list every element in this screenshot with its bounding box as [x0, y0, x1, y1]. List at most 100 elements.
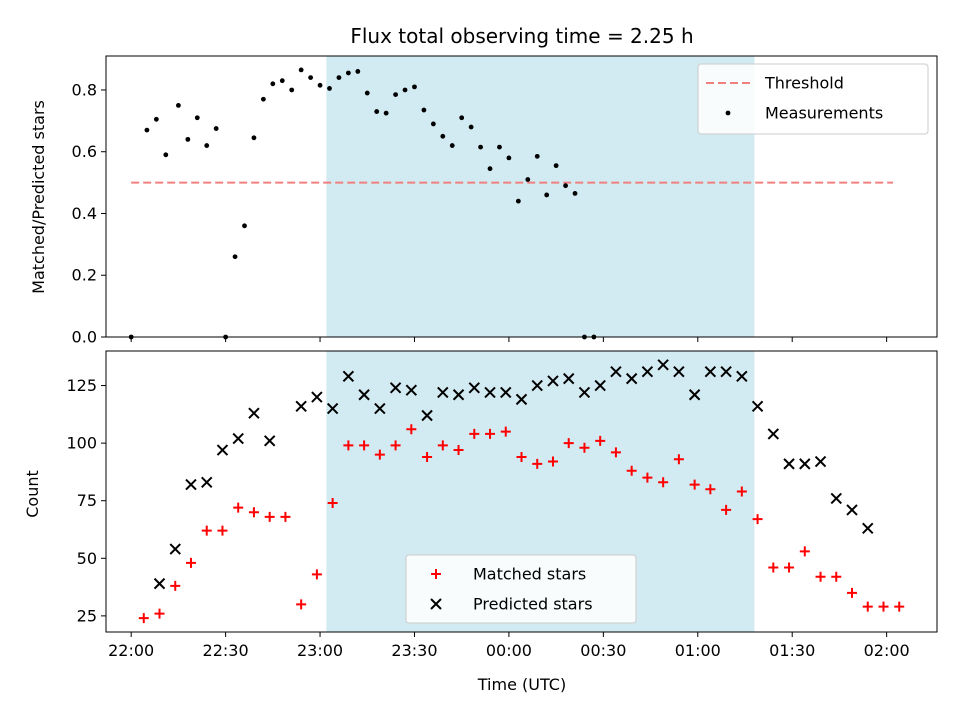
matched-star-point — [201, 525, 212, 536]
matched-star-point — [374, 449, 385, 460]
x-axis-label: Time (UTC) — [477, 675, 566, 694]
predicted-star-point — [311, 391, 323, 403]
matched-star-point — [233, 502, 244, 513]
measurement-point — [468, 124, 474, 130]
matched-star-point — [532, 458, 543, 469]
measurement-point — [317, 82, 323, 88]
predicted-star-point — [673, 366, 685, 378]
matched-star-point — [280, 511, 291, 522]
matched-star-point — [736, 486, 747, 497]
matched-star-point — [217, 525, 228, 536]
measurement-point — [270, 81, 276, 87]
top-y-axis-label: Matched/Predicted stars — [29, 100, 48, 294]
predicted-star-point — [263, 435, 276, 447]
measurement-point — [383, 110, 389, 116]
matched-star-point — [642, 472, 653, 483]
legend-label: Threshold — [764, 74, 844, 93]
matched-star-point — [138, 613, 149, 624]
matched-star-point — [170, 580, 181, 591]
predicted-star-point — [720, 366, 732, 378]
predicted-star-point — [295, 400, 307, 412]
matched-star-point — [296, 599, 307, 610]
matched-star-point — [264, 511, 275, 522]
legend-box — [697, 63, 929, 135]
measurement-point — [364, 90, 370, 96]
measurement-point — [515, 198, 521, 204]
y-tick-label: 0.2 — [72, 266, 97, 285]
measurement-point — [478, 144, 483, 150]
measurement-point — [194, 115, 200, 121]
measurement-point — [289, 87, 295, 93]
predicted-star-point — [578, 386, 591, 399]
measurement-point — [298, 67, 304, 73]
measurement-point — [487, 166, 493, 172]
measurement-point — [525, 177, 531, 182]
measurement-point — [308, 75, 314, 81]
x-tick-label: 02:00 — [864, 641, 910, 660]
measurement-point — [430, 121, 436, 127]
matched-star-point — [437, 440, 448, 451]
measurement-point — [572, 191, 578, 196]
predicted-star-point — [185, 478, 197, 491]
matched-star-point — [626, 465, 637, 476]
predicted-star-point — [358, 389, 370, 401]
legend-label: Predicted stars — [473, 595, 593, 614]
predicted-star-point — [342, 370, 355, 383]
measurement-point — [534, 153, 540, 159]
matched-star-point — [878, 601, 889, 612]
predicted-star-point — [610, 366, 622, 378]
predicted-star-point — [688, 389, 701, 401]
x-tick-label: 01:00 — [675, 641, 721, 660]
x-tick-label: 00:30 — [580, 641, 626, 660]
predicted-star-point — [830, 492, 842, 505]
matched-star-point — [390, 440, 401, 451]
legend: Matched stars Predicted stars — [405, 554, 637, 624]
matched-star-point — [610, 447, 621, 458]
measurement-point — [175, 103, 181, 108]
predicted-star-point — [625, 372, 638, 385]
measurement-point — [355, 69, 361, 74]
y-tick-label: 0.8 — [72, 80, 97, 99]
matched-star-point — [185, 557, 196, 568]
predicted-star-point — [216, 444, 229, 456]
matched-star-point — [752, 514, 763, 525]
legend-predicted-marker — [430, 598, 442, 610]
matched-star-point — [563, 438, 574, 449]
matched-star-point — [595, 435, 606, 446]
y-tick-label: 0.0 — [72, 328, 97, 347]
predicted-star-point — [500, 386, 512, 399]
matched-star-point — [721, 504, 732, 515]
predicted-star-point — [531, 379, 543, 392]
measurement-point — [553, 163, 559, 169]
measurement-point — [393, 92, 398, 97]
measurement-point — [345, 70, 351, 76]
matched-star-point — [894, 601, 905, 612]
predicted-star-point — [421, 409, 433, 422]
matched-star-point — [406, 424, 417, 435]
measurement-point — [185, 136, 191, 142]
x-tick-label: 23:30 — [391, 641, 437, 660]
predicted-star-point — [547, 375, 559, 387]
axes-frame — [105, 55, 938, 338]
legend-measurement-marker — [725, 110, 731, 116]
predicted-star-point — [515, 393, 528, 406]
matched-star-point — [658, 477, 669, 488]
y-tick-label: 0.4 — [72, 204, 97, 223]
matched-star-point — [815, 571, 826, 582]
predicted-star-point — [405, 384, 418, 396]
measurement-point — [374, 109, 380, 114]
predicted-star-point — [389, 382, 402, 394]
measurement-point — [421, 107, 427, 113]
matched-star-point — [831, 571, 842, 582]
legend-box — [405, 554, 637, 624]
legend-label: Measurements — [765, 104, 883, 123]
y-tick-label: 75 — [77, 491, 97, 510]
y-tick-label: 0.6 — [72, 142, 97, 161]
y-tick-label: 25 — [77, 606, 97, 625]
y-tick-label: 100 — [66, 434, 97, 453]
matched-star-point — [547, 456, 558, 467]
x-tick-label: 22:00 — [108, 641, 154, 660]
matched-star-point — [847, 587, 858, 598]
predicted-star-point — [452, 389, 465, 401]
measurement-point — [449, 143, 455, 148]
